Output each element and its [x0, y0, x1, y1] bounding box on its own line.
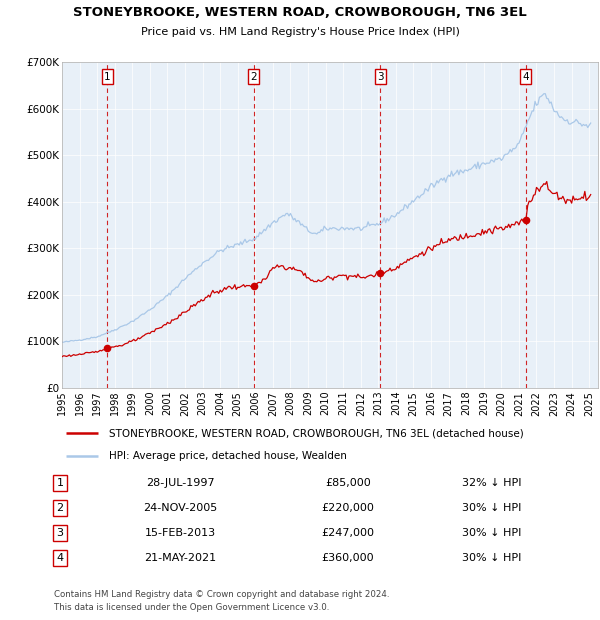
Text: STONEYBROOKE, WESTERN ROAD, CROWBOROUGH, TN6 3EL: STONEYBROOKE, WESTERN ROAD, CROWBOROUGH,… [73, 6, 527, 19]
Text: 3: 3 [56, 528, 64, 538]
Text: 21-MAY-2021: 21-MAY-2021 [144, 553, 216, 563]
Text: 15-FEB-2013: 15-FEB-2013 [145, 528, 215, 538]
Text: STONEYBROOKE, WESTERN ROAD, CROWBOROUGH, TN6 3EL (detached house): STONEYBROOKE, WESTERN ROAD, CROWBOROUGH,… [109, 428, 524, 438]
Text: 30% ↓ HPI: 30% ↓ HPI [463, 553, 521, 563]
Text: 2: 2 [250, 72, 257, 82]
Text: 1: 1 [104, 72, 110, 82]
Text: £220,000: £220,000 [322, 503, 374, 513]
Text: This data is licensed under the Open Government Licence v3.0.: This data is licensed under the Open Gov… [54, 603, 329, 612]
Text: 30% ↓ HPI: 30% ↓ HPI [463, 503, 521, 513]
Text: 28-JUL-1997: 28-JUL-1997 [146, 478, 214, 488]
Text: 1: 1 [56, 478, 64, 488]
Text: 4: 4 [522, 72, 529, 82]
Text: 32% ↓ HPI: 32% ↓ HPI [462, 478, 522, 488]
Text: £85,000: £85,000 [325, 478, 371, 488]
Text: 2: 2 [56, 503, 64, 513]
Text: 24-NOV-2005: 24-NOV-2005 [143, 503, 217, 513]
Text: Contains HM Land Registry data © Crown copyright and database right 2024.: Contains HM Land Registry data © Crown c… [54, 590, 389, 599]
Text: £247,000: £247,000 [322, 528, 374, 538]
Text: 4: 4 [56, 553, 64, 563]
Text: 3: 3 [377, 72, 384, 82]
Text: 30% ↓ HPI: 30% ↓ HPI [463, 528, 521, 538]
Text: £360,000: £360,000 [322, 553, 374, 563]
Text: HPI: Average price, detached house, Wealden: HPI: Average price, detached house, Weal… [109, 451, 347, 461]
Text: Price paid vs. HM Land Registry's House Price Index (HPI): Price paid vs. HM Land Registry's House … [140, 27, 460, 37]
